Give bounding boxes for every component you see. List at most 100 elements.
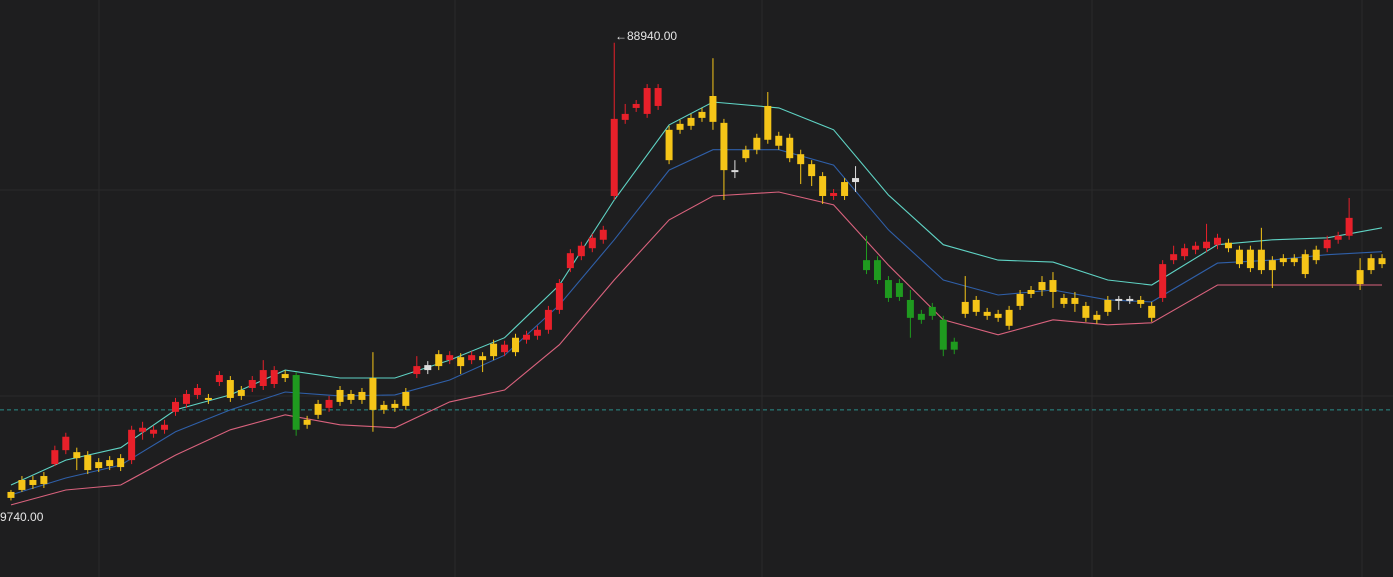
candle-body [1159,264,1167,298]
candle-body [1334,235,1342,240]
candle-body [1312,249,1320,261]
candle-body [84,455,92,471]
candle-body [972,299,980,312]
candle-body [1203,241,1211,249]
candle-body [128,429,136,461]
candle-body [1148,305,1156,318]
candle-body [193,387,201,395]
candle-body [501,344,509,353]
candle-body [1049,280,1057,292]
candle-body [1071,297,1079,304]
candle-body [863,260,871,271]
candle-body [468,355,476,361]
candle-body [259,370,267,386]
low-price-label: 9740.00 [0,510,44,524]
candle-body [1137,299,1145,304]
candle-body [369,378,377,410]
candle-body [1268,260,1276,271]
band-line [10,101,1383,486]
candle-body [533,329,541,336]
candle-body [577,245,585,257]
candle-body [171,401,179,412]
candle-body [314,403,322,415]
candle-body [248,380,256,388]
candle-body [1192,245,1200,250]
candle-body [753,137,761,150]
candle-body [1290,258,1298,263]
candle-body [424,365,432,371]
candle-body [1104,299,1112,312]
candle-body [906,299,914,318]
candle-body [994,313,1002,318]
candle-body [1214,237,1222,245]
candle-body [1367,258,1375,271]
candle-body [446,355,454,361]
candle-body [610,118,618,196]
candle-body [1038,282,1046,290]
candle-body [775,135,783,146]
band-line [10,149,1383,496]
candle-body [1235,249,1243,265]
candle-body [1301,254,1309,275]
candle-body [325,399,333,408]
candle-body [895,283,903,297]
candle-body [599,229,607,240]
high-price-label: ←88940.00 [615,29,677,43]
candle-body [1027,289,1035,294]
candle-body [270,370,278,385]
candle-body [226,380,234,398]
candle-body [1126,298,1134,301]
candle-body [1378,258,1386,265]
candle-body [7,491,15,498]
candle-body [742,149,750,159]
candle-body [117,458,125,468]
candle-body [797,154,805,165]
candle-body [852,178,860,183]
candle-body [62,436,70,451]
candle-body [380,404,388,410]
candle-body [873,260,881,281]
candle-body [1093,314,1101,320]
candle-body [544,309,552,330]
candle-body [830,192,838,196]
candle-body [150,429,158,434]
candle-body [808,164,816,177]
candle-body [73,452,81,459]
candle-body [764,105,772,140]
candle-body [884,280,892,298]
candle-body [1224,242,1232,249]
candle-body [1323,239,1331,249]
candle-body [204,397,212,400]
candle-body [1016,293,1024,306]
candle-body [643,88,651,114]
candle-body [402,391,410,406]
candle-body [1170,254,1178,261]
candle-body [237,389,245,396]
candle-body [522,334,530,340]
candle-body [1082,305,1090,318]
candle-body [786,137,794,159]
candle-body [819,176,827,196]
candle-body [687,117,695,126]
candle-body [731,170,739,173]
candle-body [435,354,443,367]
candle-body [281,374,289,379]
candle-body [292,375,300,430]
candle-body [665,129,673,161]
candle-body [215,375,223,383]
candle-body [709,96,717,122]
candle-body [928,306,936,316]
candle-body [18,480,26,490]
candle-body [29,480,37,485]
candle-body [676,123,684,130]
candle-body [1005,309,1013,326]
candle-body [347,393,355,400]
candle-body [490,343,498,357]
candle-body [1115,298,1123,301]
candle-body [841,182,849,196]
candle-body [555,283,563,310]
candle-body [1246,249,1254,269]
candle-body [95,462,103,469]
candle-body [161,424,169,430]
